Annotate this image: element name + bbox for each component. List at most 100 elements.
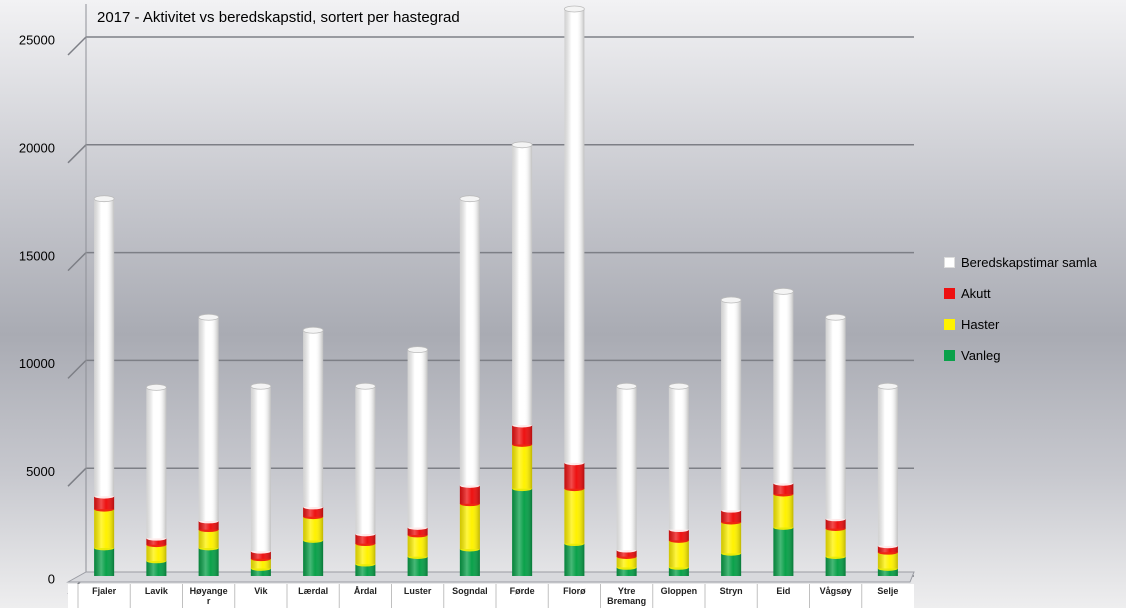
x-tick-label: Fjaler xyxy=(92,586,117,596)
gridline-20000 xyxy=(67,144,87,164)
bar-shading xyxy=(407,527,428,536)
bar-shading xyxy=(512,444,533,489)
bar-shading xyxy=(250,568,271,576)
bar-shading xyxy=(303,516,324,541)
x-tick-label: Vik xyxy=(254,586,268,596)
bar-shading xyxy=(198,317,219,522)
category-axis xyxy=(68,584,914,608)
bar-cap xyxy=(354,382,376,390)
bar-shading xyxy=(564,8,585,463)
x-tick-label: Stryn xyxy=(720,586,743,596)
bar-cap xyxy=(407,346,429,354)
x-tick-label: Årdal xyxy=(354,586,377,596)
bar-shading xyxy=(668,567,689,576)
bar-shading xyxy=(773,527,794,576)
legend-label: Haster xyxy=(961,317,1000,332)
bar-cap xyxy=(302,326,324,334)
bar-shading xyxy=(355,533,376,544)
bar-shading xyxy=(877,552,898,569)
bar-shading xyxy=(773,483,794,495)
x-tick-label: Florø xyxy=(563,586,586,596)
legend: Beredskapstimar samla Akutt Haster Vanleg xyxy=(944,247,1097,371)
legend-swatch xyxy=(944,257,955,268)
chart-title: 2017 - Aktivitet vs beredskapstid, sorte… xyxy=(97,9,460,26)
y-tick-label: 5000 xyxy=(26,464,55,479)
legend-item: Haster xyxy=(944,309,1097,340)
bar-shading xyxy=(616,386,637,551)
bar-shading xyxy=(512,488,533,576)
bar-stack-9 xyxy=(563,5,585,576)
bar-cap xyxy=(198,313,220,321)
bar-cap xyxy=(459,195,481,203)
bar-shading xyxy=(721,300,742,511)
bar-stack-3 xyxy=(250,382,272,576)
bar-cap xyxy=(772,288,794,295)
bar-shading xyxy=(668,540,689,568)
bar-shading xyxy=(512,425,533,445)
x-axis: Fjaler Lavik Høyange r Vik Lærdal Årdal Luster S… xyxy=(68,584,914,608)
gridline-5000 xyxy=(67,467,87,487)
bar-shading xyxy=(355,543,376,565)
y-tick-label: 25000 xyxy=(19,33,55,48)
bar-stack-13 xyxy=(772,288,794,576)
bar-cap xyxy=(511,141,533,149)
floor xyxy=(66,571,915,583)
bar-shading xyxy=(668,529,689,541)
legend-swatch xyxy=(944,319,955,330)
gridline-10000 xyxy=(67,359,87,379)
bar-shading xyxy=(146,560,167,576)
legend-label: Akutt xyxy=(961,286,991,301)
bar-stack-14 xyxy=(825,313,847,576)
bar-cap xyxy=(877,382,899,390)
bar-cap xyxy=(616,382,638,390)
bar-shading xyxy=(459,503,480,550)
x-tick-label: Lærdal xyxy=(298,586,328,596)
bar-stack-15 xyxy=(877,382,899,576)
legend-item: Vanleg xyxy=(944,340,1097,371)
x-tick-label: Lavik xyxy=(145,586,169,596)
gridline-15000 xyxy=(67,252,87,272)
bar-shading xyxy=(512,144,533,426)
bar-shading xyxy=(459,549,480,576)
bar-shading xyxy=(355,386,376,534)
bar-shading xyxy=(198,529,219,548)
y-axis: 0 5000 10000 15000 20000 25000 xyxy=(19,33,55,587)
bar-shading xyxy=(459,198,480,486)
x-tick-label: Selje xyxy=(877,586,898,596)
gridlines xyxy=(66,4,915,595)
bar-shading xyxy=(198,547,219,576)
bar-shading xyxy=(407,556,428,576)
bar-shading xyxy=(94,496,115,510)
gridline-25000 xyxy=(67,36,87,56)
bar-shading xyxy=(825,518,846,529)
bar-shading xyxy=(303,540,324,576)
bar-shading xyxy=(407,349,428,528)
bar-cap xyxy=(563,5,585,13)
bar-shading xyxy=(198,521,219,530)
bar-cap xyxy=(720,296,742,304)
bar-shading xyxy=(303,330,324,508)
bar-shading xyxy=(94,547,115,576)
bar-shading xyxy=(773,291,794,484)
bar-shading xyxy=(94,509,115,548)
bar-shading xyxy=(616,556,637,568)
legend-item: Beredskapstimar samla xyxy=(944,247,1097,278)
x-tick-label: Gloppen xyxy=(661,586,698,596)
bar-stack-1 xyxy=(145,383,167,576)
bar-shading xyxy=(825,528,846,557)
legend-label: Beredskapstimar samla xyxy=(961,255,1097,270)
x-tick-label: Sogndal xyxy=(452,586,488,596)
bar-stack-10 xyxy=(616,382,638,576)
x-tick-label: Vågsøy xyxy=(820,586,852,596)
bar-shading xyxy=(877,386,898,546)
bar-shading xyxy=(877,568,898,576)
x-tick-label: Ytre Bremang xyxy=(607,586,646,606)
legend-swatch xyxy=(944,350,955,361)
bar-shading xyxy=(564,488,585,544)
bar-shading xyxy=(146,387,167,539)
y-tick-label: 20000 xyxy=(19,141,55,156)
x-tick-label: Eid xyxy=(776,586,790,596)
bar-shading xyxy=(616,567,637,576)
legend-label: Vanleg xyxy=(961,348,1001,363)
